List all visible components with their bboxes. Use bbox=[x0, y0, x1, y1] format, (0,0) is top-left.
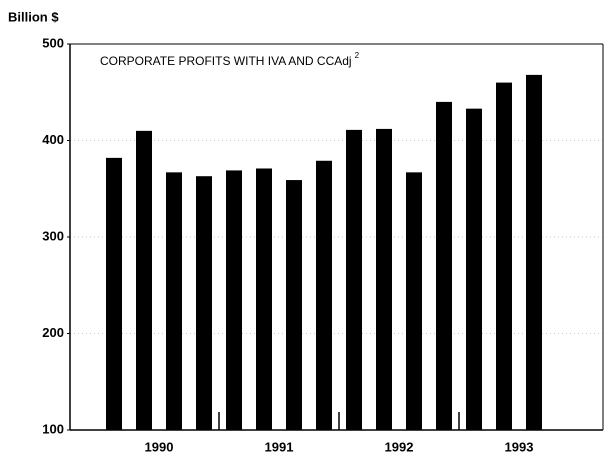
y-axis-label: Billion $ bbox=[8, 9, 59, 24]
bar bbox=[346, 129, 362, 430]
x-group-label: 1991 bbox=[265, 439, 294, 454]
bar bbox=[526, 74, 542, 430]
y-tick-label: 300 bbox=[42, 228, 64, 243]
bar bbox=[286, 180, 302, 430]
bar bbox=[496, 82, 512, 430]
chart-title: CORPORATE PROFITS WITH IVA AND CCAdj bbox=[100, 54, 352, 68]
bar bbox=[376, 128, 392, 431]
y-tick-label: 500 bbox=[42, 35, 64, 50]
bar bbox=[436, 101, 452, 431]
x-group-label: 1990 bbox=[145, 439, 174, 454]
y-tick-label: 100 bbox=[42, 421, 64, 436]
bar bbox=[106, 157, 122, 430]
bar bbox=[316, 160, 332, 430]
bar bbox=[226, 170, 242, 431]
x-group-label: 1993 bbox=[505, 439, 534, 454]
bar bbox=[166, 172, 182, 430]
bar bbox=[406, 172, 422, 430]
bar bbox=[196, 176, 212, 430]
y-tick-label: 200 bbox=[42, 325, 64, 340]
bar bbox=[256, 168, 272, 431]
bar bbox=[466, 108, 482, 430]
x-group-label: 1992 bbox=[385, 439, 414, 454]
title-superscript: 2 bbox=[355, 51, 360, 60]
bar bbox=[136, 130, 152, 430]
y-tick-label: 400 bbox=[42, 132, 64, 147]
